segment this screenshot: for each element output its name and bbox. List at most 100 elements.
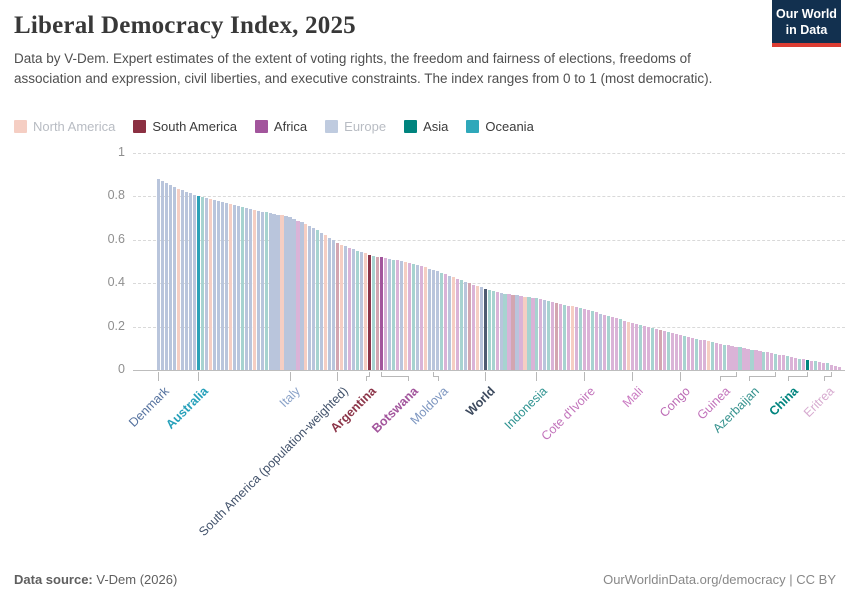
bar[interactable] [399, 261, 404, 370]
legend-item-north-america[interactable]: North America [14, 119, 115, 134]
bar[interactable] [802, 359, 806, 370]
bar[interactable] [280, 215, 284, 370]
bar[interactable] [547, 300, 551, 370]
bar[interactable] [702, 340, 706, 370]
bar[interactable] [423, 267, 427, 370]
bar[interactable] [575, 307, 579, 370]
bar[interactable] [308, 226, 312, 370]
bar[interactable] [391, 259, 396, 370]
bar[interactable] [431, 269, 435, 370]
bar[interactable] [216, 200, 220, 370]
bar[interactable] [272, 213, 276, 370]
bar[interactable] [360, 252, 364, 370]
bar[interactable] [531, 297, 535, 370]
bar[interactable] [336, 243, 340, 370]
bar[interactable] [491, 290, 495, 370]
bar[interactable] [447, 275, 451, 370]
bar[interactable] [376, 256, 380, 370]
bar-australia[interactable] [196, 196, 200, 370]
bar[interactable] [603, 314, 607, 370]
bar[interactable] [694, 338, 698, 370]
bar[interactable] [555, 302, 559, 370]
bar[interactable] [248, 208, 252, 370]
bar[interactable] [487, 289, 491, 370]
bar[interactable] [188, 193, 192, 370]
bar[interactable] [642, 325, 647, 370]
bar[interactable] [296, 220, 300, 370]
bar[interactable] [599, 313, 603, 370]
owid-url-link[interactable]: OurWorldinData.org/democracy [603, 572, 786, 587]
bar[interactable] [503, 293, 507, 370]
bar[interactable] [427, 268, 431, 370]
bar[interactable] [607, 315, 611, 370]
bar[interactable] [443, 274, 447, 370]
bar[interactable] [252, 209, 256, 370]
bar[interactable] [826, 363, 830, 370]
bar[interactable] [228, 203, 232, 370]
bar[interactable] [559, 303, 563, 370]
bar[interactable] [527, 297, 531, 370]
bar[interactable] [180, 190, 185, 370]
bar[interactable] [236, 206, 240, 370]
bar[interactable] [630, 323, 635, 370]
bar[interactable] [407, 262, 412, 370]
bar[interactable] [411, 263, 416, 370]
bar[interactable] [459, 280, 463, 370]
bar[interactable] [742, 348, 746, 370]
bar[interactable] [224, 202, 228, 370]
bar[interactable] [579, 308, 583, 370]
bar[interactable] [419, 266, 423, 370]
bar[interactable] [204, 198, 208, 370]
bar[interactable] [208, 198, 212, 370]
bar[interactable] [730, 345, 734, 370]
bar[interactable] [212, 199, 216, 370]
bar[interactable] [778, 354, 782, 370]
bar[interactable] [316, 230, 320, 370]
bar[interactable] [395, 260, 400, 370]
bar[interactable] [507, 294, 511, 370]
bar[interactable] [646, 327, 650, 370]
bar[interactable] [583, 309, 587, 370]
bar[interactable] [300, 222, 304, 370]
bar[interactable] [611, 317, 615, 370]
bar[interactable] [686, 337, 690, 370]
bar[interactable] [595, 312, 599, 370]
bar[interactable] [822, 362, 826, 370]
bar[interactable] [519, 296, 523, 370]
bar[interactable] [268, 213, 272, 370]
bar[interactable] [614, 318, 619, 370]
bar[interactable] [726, 345, 730, 370]
bar[interactable] [666, 332, 670, 370]
bar[interactable] [304, 224, 308, 370]
bar[interactable] [192, 194, 196, 370]
bar[interactable] [463, 281, 467, 370]
bar[interactable] [220, 201, 224, 370]
bar[interactable] [523, 296, 527, 370]
bar[interactable] [495, 291, 499, 370]
bar[interactable] [539, 299, 543, 370]
bar[interactable] [634, 324, 639, 370]
bar[interactable] [535, 298, 539, 370]
bar[interactable] [511, 294, 515, 370]
bar[interactable] [292, 218, 296, 370]
bar[interactable] [786, 356, 790, 370]
bar[interactable] [256, 210, 260, 370]
bar[interactable] [515, 295, 519, 370]
bar[interactable] [284, 216, 288, 370]
bar[interactable] [276, 214, 280, 370]
bar[interactable] [479, 287, 483, 370]
bar[interactable] [618, 319, 623, 370]
bar[interactable] [746, 348, 750, 370]
bar-argentina[interactable] [368, 254, 372, 370]
bar[interactable] [364, 253, 368, 370]
bar[interactable] [750, 349, 754, 370]
bar[interactable] [264, 212, 268, 370]
bar[interactable] [455, 278, 459, 370]
bar[interactable] [794, 358, 798, 370]
bar[interactable] [288, 217, 292, 370]
bar[interactable] [658, 329, 662, 370]
bar[interactable] [818, 361, 822, 370]
bar[interactable] [176, 188, 181, 370]
bar[interactable] [240, 207, 244, 370]
bar[interactable] [384, 258, 388, 370]
